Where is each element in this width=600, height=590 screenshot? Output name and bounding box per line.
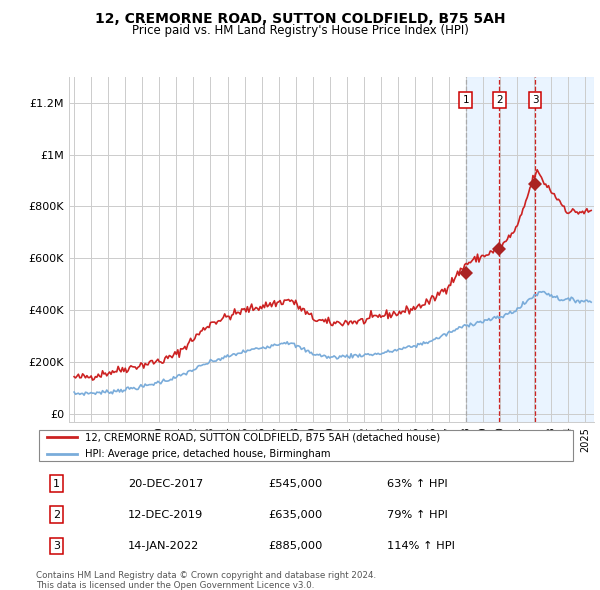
Text: £885,000: £885,000 bbox=[268, 541, 323, 551]
Text: 3: 3 bbox=[532, 96, 538, 106]
Text: £545,000: £545,000 bbox=[268, 478, 322, 489]
Text: 12, CREMORNE ROAD, SUTTON COLDFIELD, B75 5AH (detached house): 12, CREMORNE ROAD, SUTTON COLDFIELD, B75… bbox=[85, 432, 440, 442]
Text: 114% ↑ HPI: 114% ↑ HPI bbox=[387, 541, 455, 551]
Text: Contains HM Land Registry data © Crown copyright and database right 2024.: Contains HM Land Registry data © Crown c… bbox=[36, 571, 376, 579]
Text: 14-JAN-2022: 14-JAN-2022 bbox=[128, 541, 199, 551]
Text: 3: 3 bbox=[53, 541, 60, 551]
Text: HPI: Average price, detached house, Birmingham: HPI: Average price, detached house, Birm… bbox=[85, 448, 330, 458]
Text: 2: 2 bbox=[496, 96, 503, 106]
Text: 2: 2 bbox=[53, 510, 60, 520]
Text: This data is licensed under the Open Government Licence v3.0.: This data is licensed under the Open Gov… bbox=[36, 581, 314, 589]
Bar bbox=[466, 77, 594, 422]
Text: 12-DEC-2019: 12-DEC-2019 bbox=[128, 510, 203, 520]
Text: 63% ↑ HPI: 63% ↑ HPI bbox=[387, 478, 448, 489]
Text: 20-DEC-2017: 20-DEC-2017 bbox=[128, 478, 203, 489]
Text: Price paid vs. HM Land Registry's House Price Index (HPI): Price paid vs. HM Land Registry's House … bbox=[131, 24, 469, 37]
Text: £635,000: £635,000 bbox=[268, 510, 322, 520]
FancyBboxPatch shape bbox=[39, 430, 574, 461]
Text: 12, CREMORNE ROAD, SUTTON COLDFIELD, B75 5AH: 12, CREMORNE ROAD, SUTTON COLDFIELD, B75… bbox=[95, 12, 505, 26]
Text: 1: 1 bbox=[53, 478, 60, 489]
Text: 79% ↑ HPI: 79% ↑ HPI bbox=[387, 510, 448, 520]
Text: 1: 1 bbox=[463, 96, 469, 106]
